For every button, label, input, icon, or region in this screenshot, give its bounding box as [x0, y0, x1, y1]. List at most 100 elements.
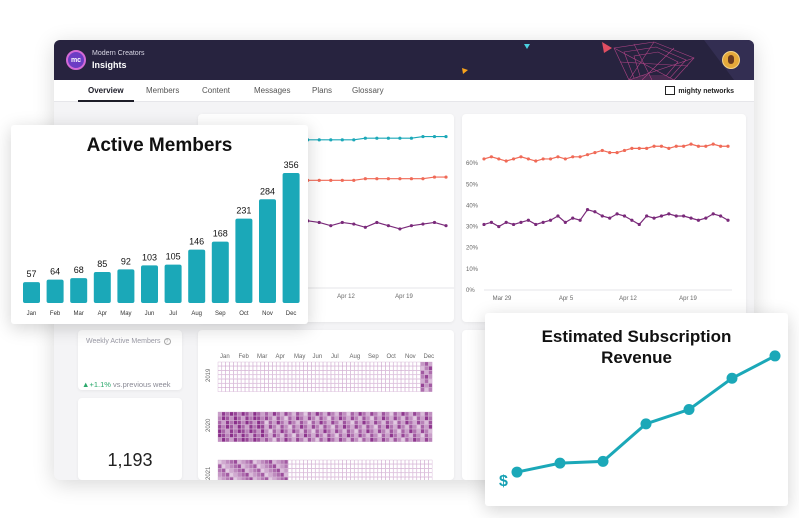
- heatmap-cell: [377, 383, 382, 388]
- heatmap-cell: [428, 437, 433, 442]
- heatmap-cell: [358, 366, 363, 371]
- heatmap-cell: [260, 383, 265, 388]
- heatmap-cell: [260, 424, 265, 429]
- heatmap-cell: [408, 411, 413, 417]
- heatmap-cell: [350, 374, 355, 379]
- page-title: Insights: [92, 60, 127, 70]
- heatmap-cell: [264, 416, 269, 421]
- heatmap-cell: [264, 472, 269, 477]
- heatmap-cell: [276, 361, 281, 367]
- tab-glossary[interactable]: Glossary: [352, 86, 384, 95]
- heatmap-cell: [428, 459, 433, 465]
- heatmap-cell: [350, 420, 355, 425]
- heatmap-cell: [264, 374, 269, 379]
- heatmap-cell: [295, 416, 300, 421]
- tab-overview[interactable]: Overview: [88, 86, 124, 95]
- month-label: Mar: [257, 354, 267, 360]
- month-label: Apr: [276, 354, 285, 360]
- heatmap-cell: [225, 387, 230, 392]
- heatmap-cell: [323, 433, 327, 438]
- community-logo[interactable]: mc: [66, 50, 86, 70]
- heatmap-cell: [416, 379, 421, 384]
- heatmap-cell: [327, 383, 331, 388]
- heatmap-cell: [221, 416, 226, 421]
- y-tick-label: 0%: [466, 288, 475, 294]
- tab-content[interactable]: Content: [202, 86, 231, 95]
- heatmap-cell: [393, 374, 398, 379]
- heatmap-cell: [366, 420, 370, 425]
- heatmap-cell: [241, 424, 246, 429]
- heatmap-cell: [327, 429, 331, 434]
- heatmap-cell: [307, 420, 312, 425]
- month-label: May: [294, 354, 305, 360]
- heatmap-cell: [315, 383, 320, 388]
- heatmap-cell: [358, 374, 363, 379]
- heatmap-cell: [346, 477, 351, 480]
- heatmap-cell: [342, 366, 347, 371]
- heatmap-cell: [256, 361, 261, 367]
- heatmap-cell: [319, 437, 324, 442]
- heatmap-cell: [241, 411, 246, 417]
- heatmap-cell: [291, 477, 296, 480]
- heatmap-cell: [237, 468, 242, 473]
- tab-messages[interactable]: Messages: [254, 86, 291, 95]
- heatmap-cell: [362, 472, 366, 477]
- heatmap-cell: [249, 464, 253, 469]
- heatmap-cell: [311, 464, 316, 469]
- heatmap-cell: [217, 366, 222, 371]
- heatmap-cell: [280, 464, 285, 469]
- heatmap-cell: [295, 383, 300, 388]
- heatmap-cell: [354, 472, 359, 477]
- heatmap-cell: [420, 468, 425, 473]
- heatmap-cell: [311, 379, 316, 384]
- heatmap-cell: [260, 433, 265, 438]
- heatmap-cell: [276, 387, 281, 392]
- tab-plans[interactable]: Plans: [312, 86, 333, 95]
- heatmap-cell: [385, 420, 390, 425]
- heatmap-cell: [354, 429, 359, 434]
- user-avatar[interactable]: [722, 51, 740, 69]
- purple-series-point: [482, 222, 486, 227]
- tab-members[interactable]: Members: [146, 86, 180, 95]
- heatmap-cell: [284, 383, 288, 388]
- heatmap-cell: [260, 429, 265, 434]
- heatmap-cell: [366, 472, 370, 477]
- heatmap-cell: [295, 424, 300, 429]
- heatmap-cell: [307, 361, 312, 367]
- heatmap-cell: [233, 477, 238, 480]
- heatmap-cell: [245, 366, 249, 371]
- heatmap-cell: [260, 366, 265, 371]
- heatmap-cell: [412, 361, 417, 367]
- heatmap-cell: [233, 383, 238, 388]
- heatmap-cell: [377, 370, 382, 375]
- heatmap-cell: [268, 420, 273, 425]
- heatmap-cell: [334, 424, 339, 429]
- heatmap-cell: [284, 370, 288, 375]
- heatmap-cell: [256, 416, 261, 421]
- coral-series-point: [526, 157, 530, 161]
- heatmap-cell: [272, 416, 277, 421]
- heatmap-cell: [362, 433, 366, 438]
- heatmap-cell: [241, 361, 246, 367]
- heatmap-cell: [338, 472, 343, 477]
- heatmap-cell: [385, 387, 390, 392]
- heatmap-cell: [354, 411, 359, 417]
- heatmap-cell: [428, 361, 433, 367]
- heatmap-cell: [284, 433, 288, 438]
- heatmap-cell: [272, 464, 277, 469]
- heatmap-cell: [428, 424, 433, 429]
- heatmap-cell: [276, 464, 281, 469]
- month-label: Jan: [220, 354, 230, 360]
- heatmap-cell: [288, 429, 292, 434]
- heatmap-cell: [280, 416, 285, 421]
- bar: [259, 199, 276, 303]
- heatmap-cell: [291, 459, 296, 465]
- heatmap-cell: [334, 437, 339, 442]
- heatmap-cell: [385, 383, 390, 388]
- heatmap-cell: [256, 472, 261, 477]
- heatmap-cell: [252, 464, 257, 469]
- info-icon[interactable]: ?: [163, 338, 171, 345]
- heatmap-cell: [241, 379, 246, 384]
- heatmap-cell: [315, 366, 320, 371]
- revenue-point: [511, 466, 523, 478]
